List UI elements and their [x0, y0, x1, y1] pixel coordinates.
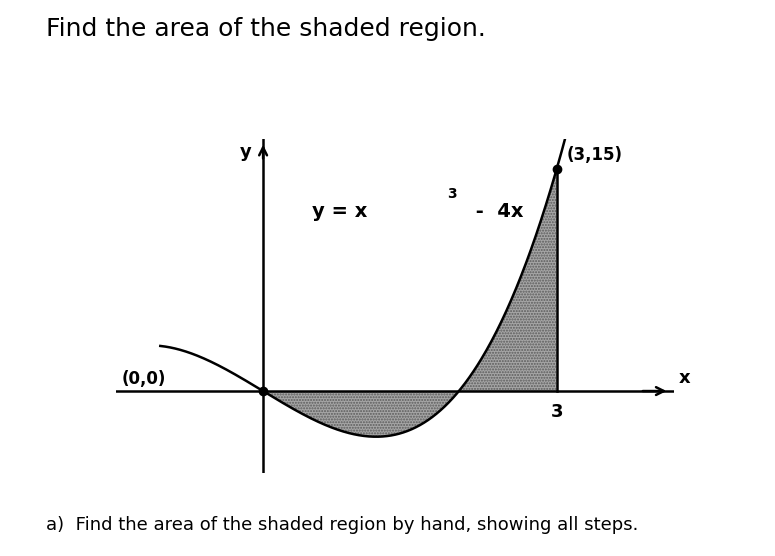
Text: y = x: y = x: [312, 201, 367, 221]
Text: x: x: [679, 369, 691, 386]
Text: 3: 3: [447, 187, 456, 201]
Text: (3,15): (3,15): [567, 146, 622, 164]
Text: -  4x: - 4x: [469, 201, 523, 221]
Text: y: y: [239, 143, 251, 161]
Text: 3: 3: [550, 403, 563, 421]
Text: Find the area of the shaded region.: Find the area of the shaded region.: [46, 17, 487, 41]
Text: (0,0): (0,0): [121, 370, 166, 388]
Text: a)  Find the area of the shaded region by hand, showing all steps.: a) Find the area of the shaded region by…: [46, 516, 639, 534]
